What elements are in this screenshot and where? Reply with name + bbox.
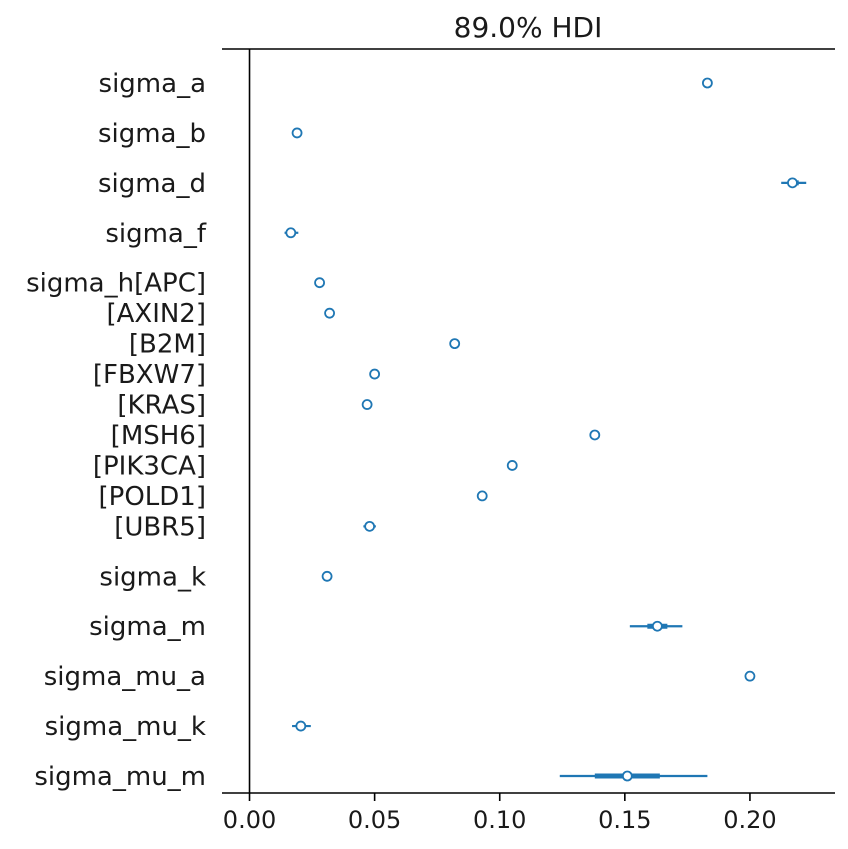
mean-point bbox=[589, 429, 601, 441]
mean-point bbox=[701, 77, 713, 89]
y-label: [MSH6] bbox=[111, 421, 206, 451]
mean-point bbox=[369, 368, 381, 380]
mean-point bbox=[324, 307, 335, 319]
y-label: [B2M] bbox=[129, 330, 206, 360]
mean-point bbox=[321, 570, 333, 582]
mean-point bbox=[314, 277, 325, 289]
y-axis-labels: sigma_a sigma_b sigma_d sigma_f sigma_h[APC]… bbox=[26, 69, 207, 792]
x-tick-label: 0.10 bbox=[473, 806, 526, 834]
x-tick-label: 0.15 bbox=[598, 806, 651, 834]
mean-point bbox=[476, 490, 488, 502]
mean-point bbox=[285, 227, 297, 239]
y-label: [UBR5] bbox=[114, 512, 206, 542]
y-label: sigma_a bbox=[99, 69, 206, 99]
y-label: sigma_mu_m bbox=[34, 762, 206, 792]
mean-point bbox=[295, 720, 307, 732]
y-label: sigma_k bbox=[99, 562, 206, 592]
mean-point bbox=[744, 670, 756, 682]
y-label: sigma_mu_k bbox=[45, 712, 206, 742]
y-label: [PIK3CA] bbox=[93, 451, 206, 481]
y-label: sigma_m bbox=[89, 612, 206, 642]
y-label: sigma_h[APC] bbox=[26, 269, 206, 299]
chart-title: 89.0% HDI bbox=[454, 11, 603, 44]
mean-point bbox=[787, 177, 798, 189]
mean-point bbox=[364, 520, 376, 532]
mean-point bbox=[621, 770, 633, 782]
y-label: sigma_d bbox=[98, 169, 206, 199]
y-label: [POLD1] bbox=[99, 482, 206, 512]
mean-point bbox=[291, 127, 303, 139]
y-label: [KRAS] bbox=[117, 391, 206, 421]
x-tick-label: 0.00 bbox=[223, 806, 276, 834]
mean-point bbox=[506, 460, 518, 471]
y-label: [FBXW7] bbox=[93, 360, 206, 390]
y-label: [AXIN2] bbox=[106, 299, 206, 329]
y-label: sigma_mu_a bbox=[44, 662, 206, 692]
mean-point bbox=[651, 620, 663, 632]
mean-point bbox=[361, 399, 373, 410]
x-axis-ticks: 0.00 0.05 0.10 0.15 0.20 bbox=[223, 793, 777, 834]
mean-point bbox=[449, 338, 461, 350]
y-label: sigma_b bbox=[98, 119, 206, 149]
x-tick-label: 0.20 bbox=[723, 806, 776, 834]
y-label: sigma_f bbox=[105, 219, 207, 249]
x-tick-label: 0.05 bbox=[348, 806, 401, 834]
interval-marks bbox=[284, 77, 807, 782]
